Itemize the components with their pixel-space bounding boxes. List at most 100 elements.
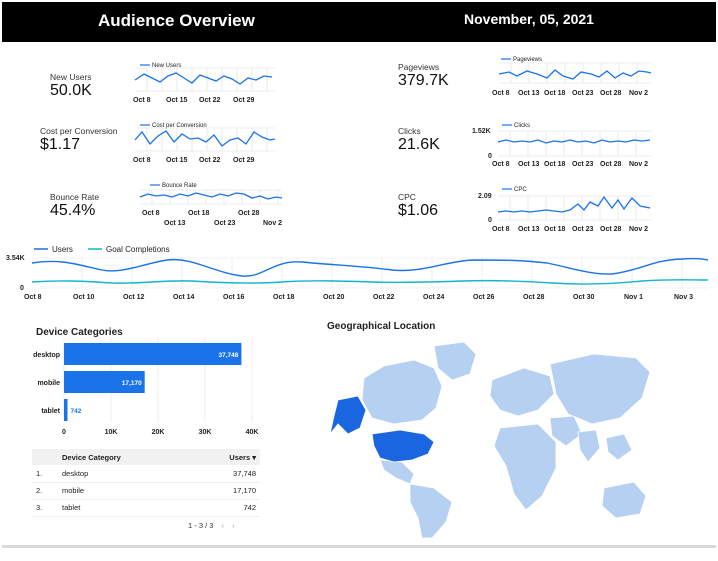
kpi-bounce-rate-label: Bounce Rate [50, 192, 100, 202]
kpi-cpc-label: CPC [398, 192, 416, 202]
mexico-region[interactable] [379, 459, 415, 485]
table-row[interactable]: 3. tablet 742 [32, 499, 260, 517]
tick: Oct 13 [518, 161, 540, 168]
tick: Oct 18 [544, 161, 566, 168]
y-axis-max: 3.54K [6, 255, 25, 262]
row-category: mobile [58, 482, 191, 500]
tick: Oct 23 [572, 226, 594, 233]
page-title: Audience Overview [98, 11, 255, 30]
timeline-x-ticks: Oct 8 Oct 10 Oct 12 Oct 14 Oct 16 Oct 18… [24, 294, 693, 301]
table-header-row: Device Category Users ▾ [32, 449, 260, 465]
greenland-region[interactable] [433, 341, 477, 381]
australia-region[interactable] [601, 481, 647, 519]
device-categories-bar-chart[interactable]: desktop 37,748 mobile 17,170 tablet 742 0 10K 2… [22, 338, 272, 438]
clicks-sparkline[interactable]: Clicks 1.52K 0 Oct 8 Oct 13 Oct 18 Oct 2… [470, 118, 660, 170]
tick: Oct 29 [233, 157, 255, 164]
canada-region[interactable] [361, 359, 443, 425]
x-tick-label: 0 [62, 429, 66, 436]
legend-goal-completions: Goal Completions [106, 245, 170, 254]
row-users: 37,748 [190, 465, 260, 483]
asia-region[interactable] [549, 353, 651, 425]
sparkline-grid [498, 130, 652, 157]
middle-east-region[interactable] [549, 415, 583, 447]
category-label: tablet [41, 408, 60, 415]
y-axis-min: 0 [20, 285, 24, 292]
india-region[interactable] [577, 429, 601, 463]
table-row[interactable]: 1. desktop 37,748 [32, 465, 260, 483]
device-category-table: Device Category Users ▾ 1. desktop 37,74… [32, 449, 260, 517]
europe-region[interactable] [489, 367, 555, 417]
south-america-region[interactable] [409, 483, 453, 539]
cost-per-conversion-sparkline[interactable]: Cost per Conversion Oct 8 Oct 15 Oct 22 … [130, 118, 280, 166]
tick: Oct 16 [223, 294, 245, 301]
tick: Oct 28 [523, 294, 545, 301]
y-axis-min: 0 [488, 153, 492, 160]
tick: Oct 8 [492, 90, 510, 97]
tick: Oct 8 [133, 97, 151, 104]
world-map-countries [361, 341, 651, 539]
kpi-cpc-value: $1.06 [398, 202, 439, 219]
header-bar: Audience Overview November, 05, 2021 [2, 2, 716, 42]
table-pagination: 1 - 3 / 3 ‹ › [188, 521, 235, 530]
tick: Oct 13 [518, 90, 540, 97]
tick: Oct 29 [233, 97, 255, 104]
kpi-cost-per-conversion-label: Cost per Conversion [40, 126, 118, 136]
pageviews-sparkline[interactable]: Pageviews Oct 8 Oct 13 Oct 18 Oct 23 Oct… [487, 52, 657, 102]
tick: Oct 15 [166, 97, 188, 104]
row-users: 742 [190, 499, 260, 517]
new-users-sparkline[interactable]: New Users Oct 8 Oct 15 Oct 22 Oct 29 [130, 58, 280, 106]
southeast-asia-region[interactable] [605, 433, 633, 461]
bar-mobile[interactable] [64, 371, 145, 393]
sparkline-legend: New Users [152, 63, 181, 69]
tick: Nov 1 [624, 294, 643, 301]
bar-desktop[interactable] [64, 343, 242, 365]
geo-location-title: Geographical Location [327, 321, 436, 332]
sparkline-series [134, 72, 273, 85]
tick: Nov 2 [263, 220, 282, 227]
tick: Nov 2 [629, 90, 648, 97]
sparkline-grid [140, 189, 282, 205]
next-page-button[interactable]: › [232, 521, 235, 530]
sparkline-legend: Pageviews [513, 57, 542, 63]
category-label: desktop [33, 352, 60, 359]
tick: Oct 18 [188, 210, 210, 217]
sparkline-grid [498, 195, 652, 221]
geo-map[interactable] [324, 338, 654, 544]
device-categories-title: Device Categories [36, 327, 123, 338]
bar-tablet[interactable] [64, 399, 68, 421]
united-states-region[interactable] [371, 429, 435, 463]
users-series [31, 257, 709, 277]
table-row[interactable]: 2. mobile 17,170 [32, 482, 260, 500]
sparkline-series [134, 130, 276, 147]
tick: Oct 22 [373, 294, 395, 301]
y-axis-max: 2.09 [478, 193, 492, 200]
sparkline-series [497, 139, 651, 144]
device-category-header[interactable]: Device Category [58, 449, 191, 465]
users-header[interactable]: Users ▾ [190, 449, 260, 465]
alaska-region[interactable] [329, 395, 367, 435]
africa-region[interactable] [493, 423, 557, 511]
tick: Oct 15 [166, 157, 188, 164]
bar-value-label: 17,170 [122, 380, 142, 387]
tick: Oct 22 [199, 157, 221, 164]
sparkline-grid [499, 62, 651, 84]
tick: Oct 22 [199, 97, 221, 104]
sparkline-legend: CPC [514, 187, 527, 193]
bar-value-label: 37,748 [219, 352, 239, 359]
users-goal-timeline-chart[interactable]: Users Goal Completions 3.54K 0 Oct 8 Oct… [2, 240, 716, 306]
tick: Oct 8 [492, 161, 510, 168]
cpc-sparkline[interactable]: CPC 2.09 0 Oct 8 Oct 13 Oct 18 Oct 23 Oc… [470, 182, 660, 236]
kpi-new-users-value: 50.0K [50, 82, 92, 99]
tick: Nov 3 [674, 294, 693, 301]
tick: Oct 8 [133, 157, 151, 164]
row-index: 3. [32, 499, 58, 517]
sparkline-series [497, 195, 651, 213]
tick: Oct 28 [600, 161, 622, 168]
kpi-bounce-rate-value: 45.4% [50, 202, 96, 219]
index-header [32, 449, 58, 465]
sparkline-legend: Bounce Rate [162, 183, 197, 189]
highlighted-countries [329, 395, 435, 463]
prev-page-button[interactable]: ‹ [221, 521, 225, 530]
tick: Oct 23 [214, 220, 236, 227]
bounce-rate-sparkline[interactable]: Bounce Rate Oct 8 Oct 18 Oct 28 Oct 13 O… [130, 178, 285, 230]
